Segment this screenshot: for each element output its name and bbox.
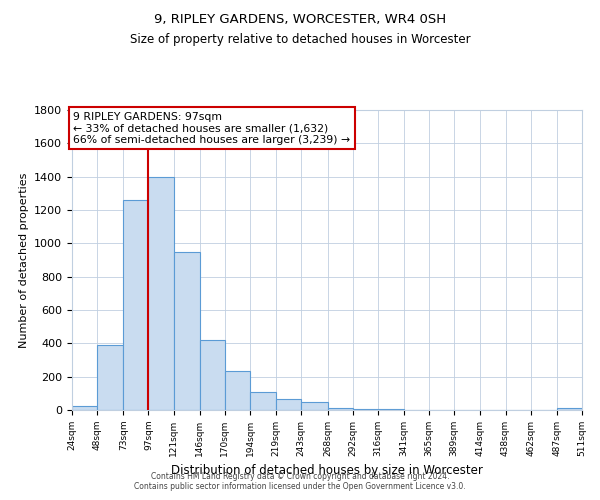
Bar xyxy=(148,176,173,410)
Bar xyxy=(225,371,250,410)
Bar xyxy=(353,409,378,410)
Bar xyxy=(301,402,328,410)
Bar xyxy=(200,340,225,410)
Bar xyxy=(173,252,200,410)
Bar xyxy=(328,408,353,410)
Text: 9 RIPLEY GARDENS: 97sqm
← 33% of detached houses are smaller (1,632)
66% of semi: 9 RIPLEY GARDENS: 97sqm ← 33% of detache… xyxy=(73,112,350,145)
Text: 9, RIPLEY GARDENS, WORCESTER, WR4 0SH: 9, RIPLEY GARDENS, WORCESTER, WR4 0SH xyxy=(154,12,446,26)
Text: Size of property relative to detached houses in Worcester: Size of property relative to detached ho… xyxy=(130,32,470,46)
Text: Contains HM Land Registry data © Crown copyright and database right 2024.: Contains HM Land Registry data © Crown c… xyxy=(151,472,449,481)
Bar xyxy=(557,408,582,410)
Bar xyxy=(72,406,97,410)
Bar xyxy=(97,345,124,410)
X-axis label: Distribution of detached houses by size in Worcester: Distribution of detached houses by size … xyxy=(171,464,483,477)
Bar xyxy=(124,200,148,410)
Bar xyxy=(276,399,301,410)
Bar xyxy=(250,392,276,410)
Y-axis label: Number of detached properties: Number of detached properties xyxy=(19,172,29,348)
Bar xyxy=(378,409,404,410)
Text: Contains public sector information licensed under the Open Government Licence v3: Contains public sector information licen… xyxy=(134,482,466,491)
